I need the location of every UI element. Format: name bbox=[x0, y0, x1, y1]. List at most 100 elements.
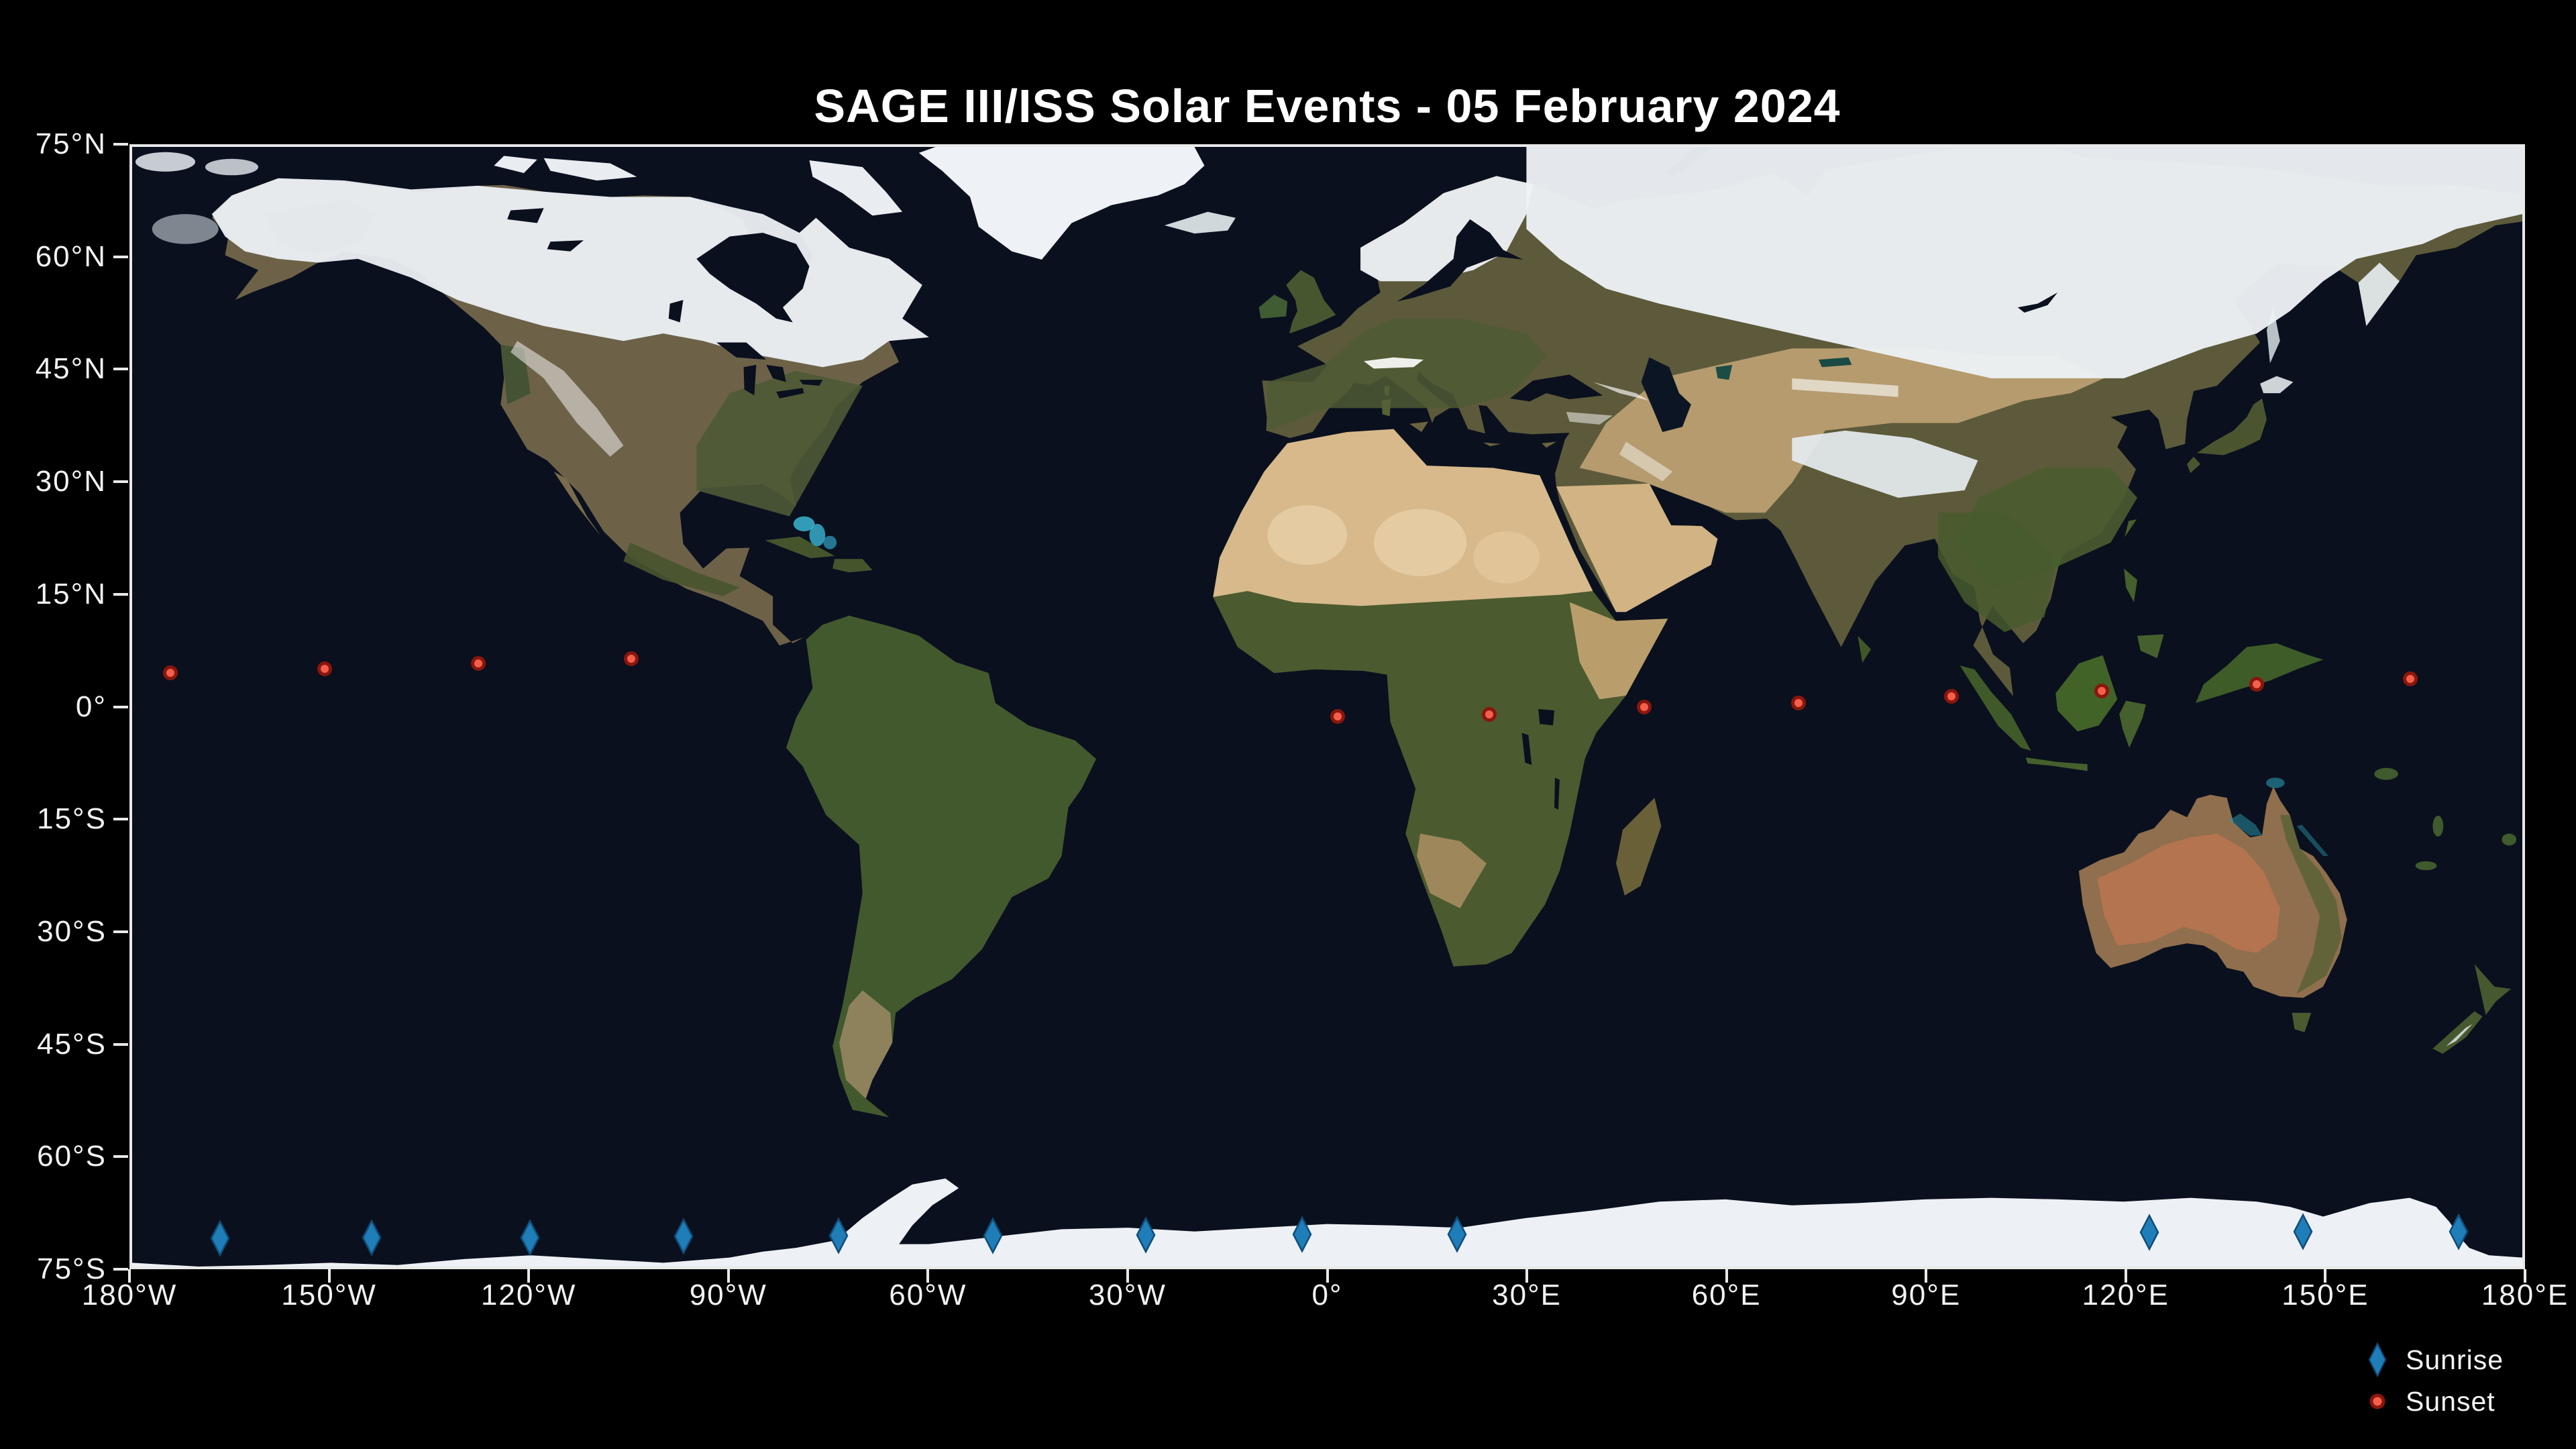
sunrise-event-marker bbox=[2438, 1212, 2479, 1252]
cyprus bbox=[1542, 441, 1556, 448]
map-plot-area bbox=[129, 144, 2525, 1269]
sri-lanka bbox=[1858, 635, 1872, 663]
patagonia-steppe bbox=[839, 990, 893, 1099]
lake-malawi bbox=[1554, 777, 1560, 810]
australia-east-vegetation bbox=[2279, 814, 2342, 994]
x-axis-label: 90°W bbox=[689, 1279, 767, 1311]
indochina-vegetation bbox=[1938, 513, 2058, 633]
philippines-luzon bbox=[2124, 568, 2137, 602]
y-axis-tick bbox=[113, 930, 128, 933]
legend: Sunrise Sunset bbox=[2356, 1339, 2504, 1422]
sunset-event-marker bbox=[150, 653, 191, 693]
sunrise-event-marker bbox=[510, 1218, 550, 1258]
y-axis-label: 15°N bbox=[35, 577, 107, 610]
x-axis-tick bbox=[1725, 1269, 1728, 1283]
x-axis-label: 90°E bbox=[1891, 1279, 1962, 1311]
x-axis-tick bbox=[926, 1269, 930, 1283]
australia-outback bbox=[2097, 833, 2280, 953]
y-axis-tick bbox=[113, 143, 128, 146]
x-axis-label: 120°E bbox=[2082, 1279, 2169, 1311]
corsica bbox=[1384, 386, 1390, 396]
gulf-of-carpentaria-shallows bbox=[2229, 813, 2263, 836]
y-axis-tick bbox=[113, 1268, 128, 1271]
x-axis-tick bbox=[727, 1269, 730, 1283]
europe-vegetation bbox=[1267, 318, 1547, 431]
x-axis-label: 120°W bbox=[480, 1279, 577, 1311]
x-axis-label: 0° bbox=[1311, 1279, 1343, 1311]
x-axis-label: 180°W bbox=[81, 1279, 178, 1311]
sunrise-event-marker bbox=[663, 1216, 704, 1256]
sunset-event-marker bbox=[458, 643, 498, 684]
y-axis-label: 75°S bbox=[37, 1252, 107, 1285]
baffin-island bbox=[809, 160, 903, 216]
great-slave-lake bbox=[547, 240, 584, 252]
bering-sea-ice bbox=[152, 214, 219, 244]
x-axis-label: 30°W bbox=[1088, 1279, 1167, 1311]
y-axis-label: 45°S bbox=[37, 1027, 107, 1061]
sahara-dune-field bbox=[1267, 505, 1348, 566]
y-axis-label: 60°S bbox=[37, 1140, 107, 1173]
arctic-sea-ice bbox=[205, 158, 259, 176]
great-bear-lake bbox=[507, 208, 544, 223]
java bbox=[2025, 757, 2088, 771]
lake-superior bbox=[716, 342, 767, 360]
y-axis-tick bbox=[113, 818, 128, 821]
sahara-dune-field bbox=[1473, 531, 1540, 584]
alps-snow bbox=[1363, 357, 1424, 369]
anatolia-snow bbox=[1566, 411, 1613, 425]
y-axis-tick bbox=[113, 592, 128, 596]
hispaniola bbox=[833, 559, 873, 573]
x-axis-tick bbox=[128, 1269, 131, 1283]
y-axis-label: 0° bbox=[75, 690, 107, 723]
y-axis-tick bbox=[113, 1042, 128, 1046]
legend-label-sunset: Sunset bbox=[2406, 1385, 2496, 1417]
x-axis-tick bbox=[2124, 1269, 2127, 1283]
sunrise-event-marker bbox=[2129, 1212, 2169, 1252]
y-axis-label: 60°N bbox=[35, 239, 107, 273]
sunset-event-marker bbox=[2237, 664, 2277, 704]
sunrise-event-marker bbox=[200, 1218, 240, 1258]
tian-shan-snow bbox=[1792, 378, 1898, 397]
greenland bbox=[918, 147, 1205, 260]
solomon-islands bbox=[2374, 767, 2398, 780]
lake-tanganyika bbox=[1521, 733, 1532, 765]
chart-title: SAGE III/ISS Solar Events - 05 February … bbox=[814, 80, 1841, 132]
caspian-sea bbox=[1641, 357, 1691, 433]
arctic-sea-ice bbox=[135, 152, 196, 172]
legend-label-sunrise: Sunrise bbox=[2406, 1344, 2504, 1375]
new-zealand-south-island bbox=[2432, 1011, 2483, 1054]
sunrise-event-marker bbox=[352, 1218, 392, 1258]
sunset-event-marker bbox=[2390, 659, 2430, 699]
cuba bbox=[765, 536, 835, 559]
southern-alps-snow bbox=[2446, 1024, 2473, 1046]
sumatra bbox=[1960, 665, 2031, 751]
x-axis-label: 30°E bbox=[1492, 1279, 1562, 1311]
y-axis-label: 75°N bbox=[35, 127, 107, 160]
southeast-us-vegetation bbox=[696, 370, 863, 517]
black-sea bbox=[1509, 374, 1603, 402]
rockies-snow bbox=[511, 341, 624, 457]
sunset-event-marker bbox=[1318, 696, 1358, 737]
tasmania bbox=[2292, 1012, 2312, 1032]
kalahari-desert bbox=[1417, 833, 1487, 908]
sunrise-event-marker bbox=[973, 1216, 1013, 1256]
x-axis-label: 150°W bbox=[281, 1279, 377, 1311]
bahamas-shallows bbox=[823, 535, 837, 549]
event-markers-layer bbox=[132, 147, 2522, 1267]
bahamas-shallows bbox=[793, 516, 815, 532]
japan-honshu bbox=[2197, 398, 2267, 455]
x-axis-tick bbox=[527, 1269, 531, 1283]
siberia-snow bbox=[1526, 147, 2522, 378]
taiwan bbox=[2125, 519, 2137, 537]
x-axis-label: 60°E bbox=[1691, 1279, 1762, 1311]
x-axis-tick bbox=[1925, 1269, 1928, 1283]
continent-antarctica bbox=[132, 1178, 2522, 1267]
y-axis-label: 30°S bbox=[37, 914, 107, 948]
new-zealand-north-island bbox=[2474, 964, 2512, 1016]
fiji bbox=[2502, 833, 2517, 846]
x-axis-label: 150°E bbox=[2282, 1279, 2369, 1311]
sunset-event-marker bbox=[1469, 694, 1509, 735]
x-axis-tick bbox=[2524, 1269, 2526, 1283]
central-asia-desert bbox=[1579, 348, 2104, 513]
ireland bbox=[1258, 294, 1288, 319]
